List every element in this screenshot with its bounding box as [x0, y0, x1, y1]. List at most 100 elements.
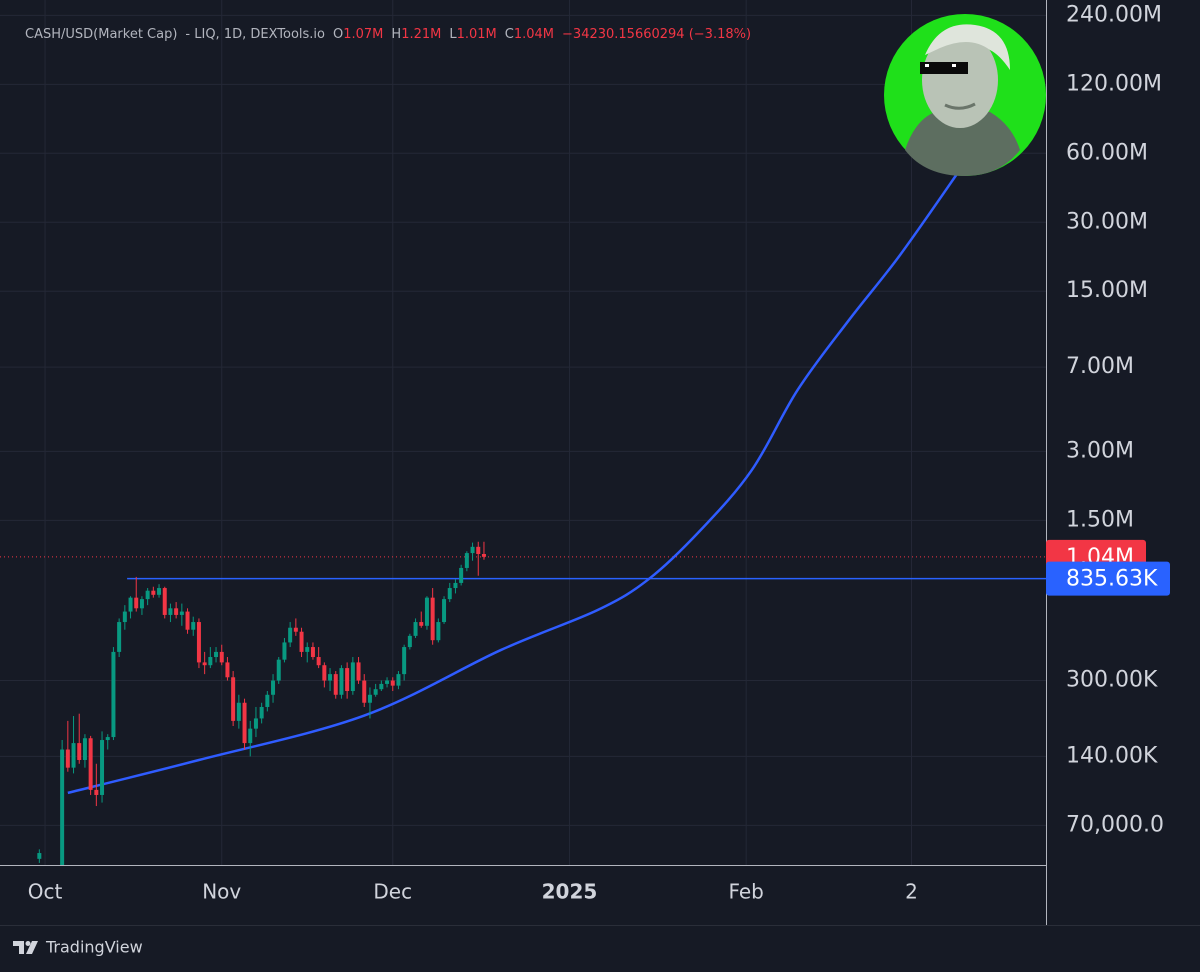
ohlc-key: C: [505, 27, 514, 42]
y-tick-label: 70,000.0: [1066, 812, 1164, 837]
y-tick-label: 30.00M: [1066, 209, 1148, 234]
ohlc-value: 1.01M: [457, 27, 497, 42]
candle-body: [373, 689, 378, 695]
x-tick-label: Feb: [728, 880, 763, 904]
candle-body: [88, 738, 93, 790]
avatar-face: [922, 32, 998, 128]
candle-body: [402, 647, 407, 675]
y-tick-label: 3.00M: [1066, 438, 1134, 463]
x-tick-label: Dec: [373, 880, 412, 904]
brand-logo: [13, 941, 38, 954]
symbol-title: CASH/USD(Market Cap): [25, 27, 177, 42]
logo-mark: [25, 941, 31, 946]
candle-body: [328, 674, 333, 681]
axes: 240.00M 120.00M 60.00M 30.00M 15.00M 7.00M 3.0…: [28, 2, 1170, 904]
avatar: [884, 14, 1046, 176]
candle-body: [242, 702, 247, 744]
y-tick-label: 300.00K: [1066, 668, 1158, 693]
candle-body: [168, 608, 173, 615]
candle-body: [94, 789, 99, 795]
candle-body: [71, 743, 76, 768]
legend-header: CASH/USD(Market Cap) - LIQ, 1D, DEXTools.…: [25, 27, 751, 42]
candle-body: [271, 680, 276, 695]
candle-body: [162, 588, 167, 615]
candle-body: [396, 674, 401, 686]
candle-body: [362, 680, 367, 703]
ohlc-value: 1.04M: [514, 27, 554, 42]
candle-body: [476, 546, 481, 554]
candle-body: [322, 665, 327, 681]
candle-body: [459, 567, 464, 583]
change-value: −34230.15660294 (−3.18%): [562, 27, 751, 42]
y-tick-label: 7.00M: [1066, 354, 1134, 379]
candle-body: [139, 599, 144, 609]
candle-body: [191, 622, 196, 630]
candle-body: [345, 668, 350, 692]
candle-body: [385, 680, 390, 684]
logo-mark: [26, 941, 38, 954]
y-tick-label: 60.00M: [1066, 140, 1148, 165]
candle-body: [236, 702, 241, 721]
candle-body: [265, 694, 270, 707]
candle-body: [316, 657, 321, 666]
candle-body: [225, 662, 230, 678]
candle-body: [481, 553, 486, 557]
candle-body: [356, 662, 361, 681]
avatar-sunglasses: [920, 62, 968, 74]
candle-body: [470, 546, 475, 554]
y-tick-label: 140.00K: [1066, 743, 1158, 768]
candle-body: [305, 647, 310, 652]
price-label: 835.63K: [1066, 567, 1158, 592]
symbol-subtitle: - LIQ, 1D, DEXTools.io: [185, 27, 325, 42]
candle-body: [436, 622, 441, 641]
avatar-glint: [925, 64, 929, 67]
ohlc-value: 1.21M: [401, 27, 441, 42]
price-label-box: [1046, 561, 1170, 596]
candle-body: [202, 662, 207, 666]
candle-body: [453, 582, 458, 589]
x-tick-label: 2: [905, 880, 918, 904]
candle-body: [424, 597, 429, 626]
avatar-shoulders: [905, 112, 1020, 176]
candle-body: [196, 622, 201, 663]
ohlc-key: O: [333, 27, 343, 42]
candle-body: [122, 611, 127, 623]
candle-body: [259, 706, 264, 719]
candle-body: [151, 590, 156, 595]
candle-body: [248, 728, 253, 744]
candle-body: [60, 749, 65, 865]
ohlc-key: L: [449, 27, 457, 42]
candle-body: [299, 631, 304, 652]
y-tick-label: 120.00M: [1066, 71, 1162, 96]
candle-body: [208, 657, 213, 666]
y-tick-label: 15.00M: [1066, 278, 1148, 303]
candle-body: [333, 674, 338, 695]
candle-body: [293, 627, 298, 632]
grid: [0, 0, 1046, 865]
ohlc-value: 1.07M: [343, 27, 383, 42]
candle-body: [447, 588, 452, 600]
ohlc-key: H: [391, 27, 401, 42]
x-tick-label: Oct: [28, 880, 63, 904]
candle-body: [185, 611, 190, 630]
x-tick-label: 2025: [542, 880, 598, 904]
candle-body: [219, 651, 224, 663]
candle-body: [282, 642, 287, 660]
y-tick-label: 1.50M: [1066, 507, 1134, 532]
plot-area: [0, 164, 1046, 865]
trend-curve: [67, 164, 964, 795]
candle-body: [231, 677, 236, 721]
brand-name: TradingView: [45, 938, 143, 957]
candle-body: [419, 622, 424, 626]
candle-body: [253, 718, 258, 729]
x-tick-label: Nov: [202, 880, 241, 904]
candle-body: [214, 651, 219, 658]
candle-body: [464, 553, 469, 568]
candle-body: [174, 608, 179, 615]
candle-body: [430, 597, 435, 641]
candle-body: [65, 749, 70, 768]
candle-body: [77, 743, 82, 761]
candle-body: [105, 737, 110, 741]
candle-body: [128, 597, 133, 612]
